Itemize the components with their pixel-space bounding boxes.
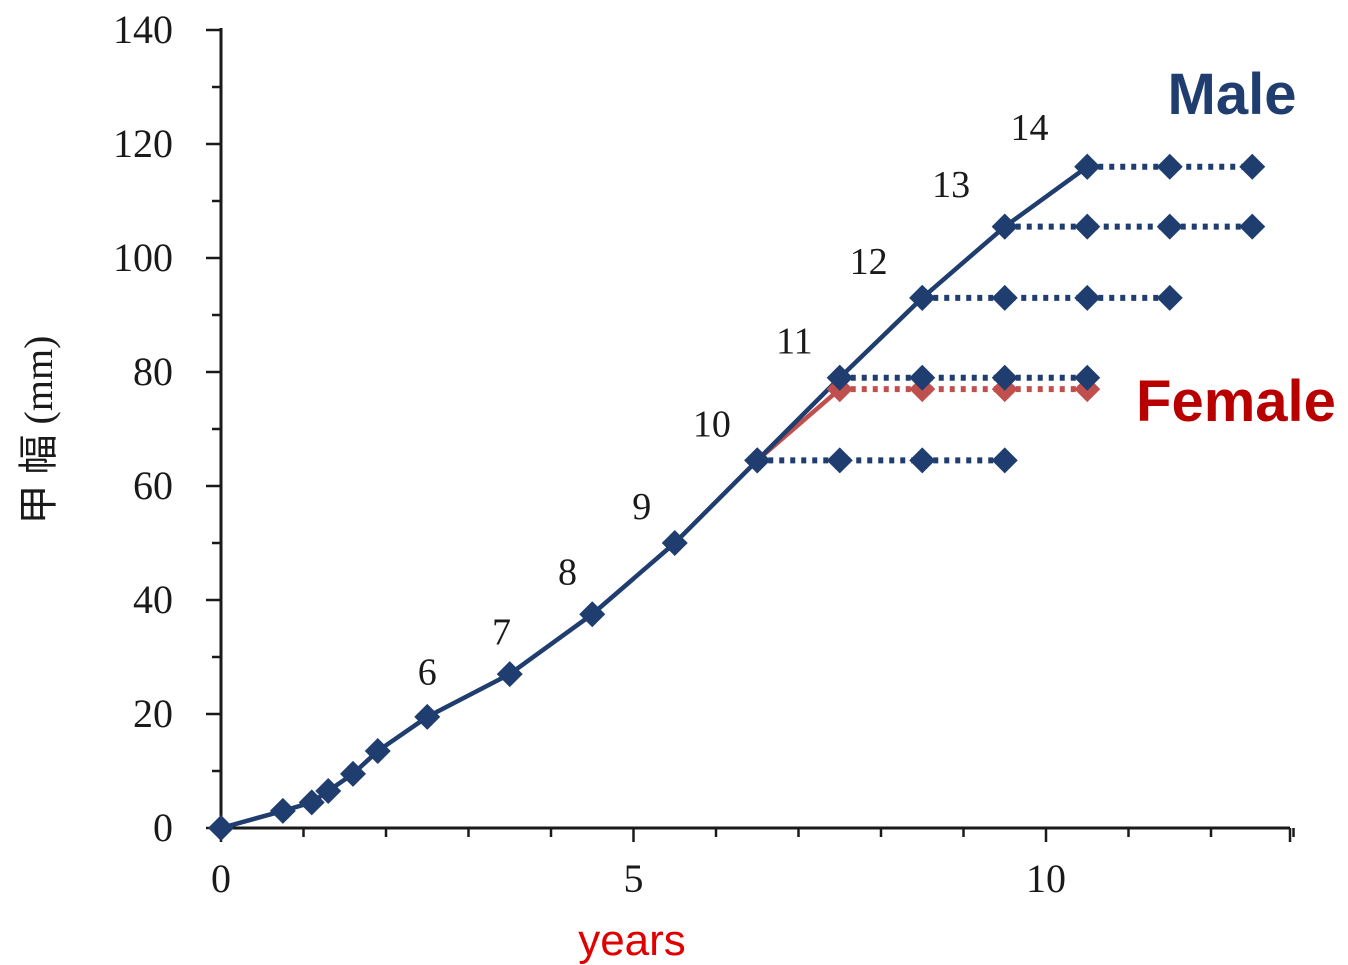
y-tick-label: 0	[153, 805, 173, 850]
instar-label: 14	[1011, 107, 1049, 149]
data-point-male	[991, 284, 1018, 311]
instar-label: 11	[776, 321, 813, 363]
y-tick-label: 100	[113, 235, 173, 280]
instar-label: 6	[418, 651, 437, 693]
data-point-male	[340, 760, 366, 787]
data-point-male	[991, 364, 1018, 391]
data-point-male	[991, 213, 1018, 240]
data-point-male	[909, 284, 936, 311]
data-point-male	[909, 447, 936, 474]
y-tick-label: 20	[133, 691, 173, 736]
x-tick-label: 10	[1026, 856, 1066, 901]
instar-labels: 6 7 8 9 10 11 12 13 14	[418, 107, 1049, 693]
plateau-lines	[757, 163, 1253, 464]
x-tick-label: 5	[624, 856, 644, 901]
data-point-male	[1074, 213, 1101, 240]
data-point-male	[298, 789, 325, 816]
y-tick-label: 140	[113, 7, 173, 52]
x-ticks: 0 5 10	[211, 828, 1295, 901]
data-point-male	[1156, 153, 1183, 180]
data-point-male	[269, 797, 296, 824]
data-point-male	[1239, 153, 1266, 180]
legend-male-label: Male	[1168, 62, 1297, 127]
data-point-male	[364, 738, 391, 765]
data-point-male	[496, 661, 523, 688]
data-point-male	[1156, 284, 1183, 311]
data-point-male	[1074, 364, 1101, 391]
x-axis-title: years	[578, 916, 686, 965]
data-point-male	[315, 777, 342, 804]
series-line-male	[220, 164, 1089, 831]
data-point-male	[414, 703, 441, 730]
series-lines	[220, 164, 1089, 831]
instar-label: 13	[932, 164, 970, 206]
instar-label: 7	[492, 611, 511, 653]
y-tick-label: 120	[113, 121, 173, 166]
instar-label: 9	[632, 486, 651, 528]
instar-label: 8	[558, 552, 577, 594]
y-axis-title: 甲 幅 (mm)	[16, 336, 61, 525]
data-point-male	[1074, 284, 1101, 311]
y-tick-label: 60	[133, 463, 173, 508]
data-point-male	[1239, 213, 1266, 240]
data-point-male	[826, 447, 853, 474]
data-point-male	[991, 447, 1018, 474]
data-point-male	[744, 447, 771, 474]
data-point-male	[579, 601, 606, 628]
x-tick-label: 0	[211, 856, 231, 901]
markers	[208, 153, 1266, 841]
data-point-male	[1156, 213, 1183, 240]
y-tick-label: 80	[133, 349, 173, 394]
data-point-male	[661, 530, 688, 556]
instar-label: 10	[693, 403, 731, 445]
data-point-male	[909, 364, 936, 391]
data-point-male	[1074, 153, 1101, 180]
y-tick-label: 40	[133, 577, 173, 622]
data-point-male	[826, 364, 853, 391]
data-point-male	[208, 815, 234, 841]
instar-label: 12	[850, 241, 888, 283]
axes: 0 5 10 0 20 40 60 80 100 120 140	[113, 7, 1295, 901]
legend-female-label: Female	[1136, 369, 1336, 434]
y-ticks: 0 20 40 60 80 100 120 140	[113, 7, 221, 850]
